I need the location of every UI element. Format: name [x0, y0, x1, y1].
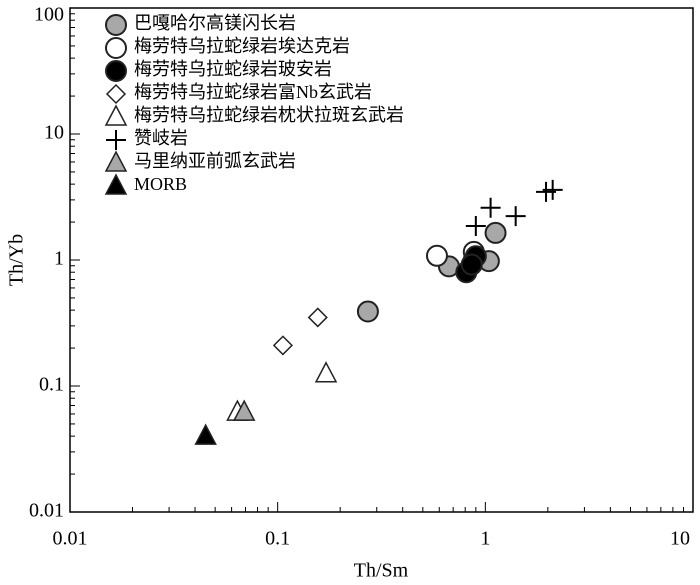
data-point — [272, 335, 293, 356]
data-point — [480, 197, 501, 218]
x-tick-label: 0.01 — [53, 528, 88, 550]
data-point — [314, 361, 338, 383]
legend-marker — [105, 83, 127, 105]
data-point — [465, 216, 486, 237]
legend-label: MORB — [134, 174, 187, 194]
x-axis-label: Th/Sm — [354, 560, 409, 582]
y-tick-label: 100 — [34, 4, 64, 26]
data-point — [194, 423, 217, 445]
data-point — [307, 307, 328, 328]
legend-marker — [104, 104, 128, 126]
data-point — [460, 253, 483, 276]
legend-label: 梅劳特乌拉蛇绿岩富Nb玄武岩 — [134, 82, 372, 102]
y-tick-label: 0.1 — [39, 374, 64, 396]
legend-marker — [104, 150, 128, 172]
legend-marker — [104, 173, 128, 195]
legend-marker — [106, 130, 126, 150]
x-tick-label: 1 — [480, 528, 490, 550]
x-tick-label: 0.1 — [265, 528, 290, 550]
y-tick-label: 1 — [54, 248, 64, 270]
y-tick-label: 0.01 — [29, 500, 64, 522]
y-axis-label: Th/Yb — [6, 234, 28, 286]
legend-marker — [105, 14, 127, 36]
x-tick-label: 10 — [670, 528, 690, 550]
y-tick-label: 10 — [44, 122, 64, 144]
legend-marker — [105, 37, 127, 59]
legend-label: 梅劳特乌拉蛇绿岩玻安岩 — [134, 59, 332, 79]
legend-label: 梅劳特乌拉蛇绿岩枕状拉斑玄武岩 — [134, 105, 404, 125]
legend-marker — [105, 60, 127, 82]
data-point — [425, 244, 448, 267]
data-point — [484, 221, 507, 244]
data-point — [356, 300, 379, 323]
legend-label: 巴嘎哈尔高镁闪长岩 — [134, 13, 296, 33]
data-point — [505, 206, 526, 227]
data-point — [542, 179, 563, 200]
legend-label: 马里纳亚前弧玄武岩 — [134, 151, 296, 171]
data-point — [232, 399, 256, 421]
legend-label: 赞岐岩 — [134, 128, 188, 148]
legend-label: 梅劳特乌拉蛇绿岩埃达克岩 — [134, 36, 350, 56]
